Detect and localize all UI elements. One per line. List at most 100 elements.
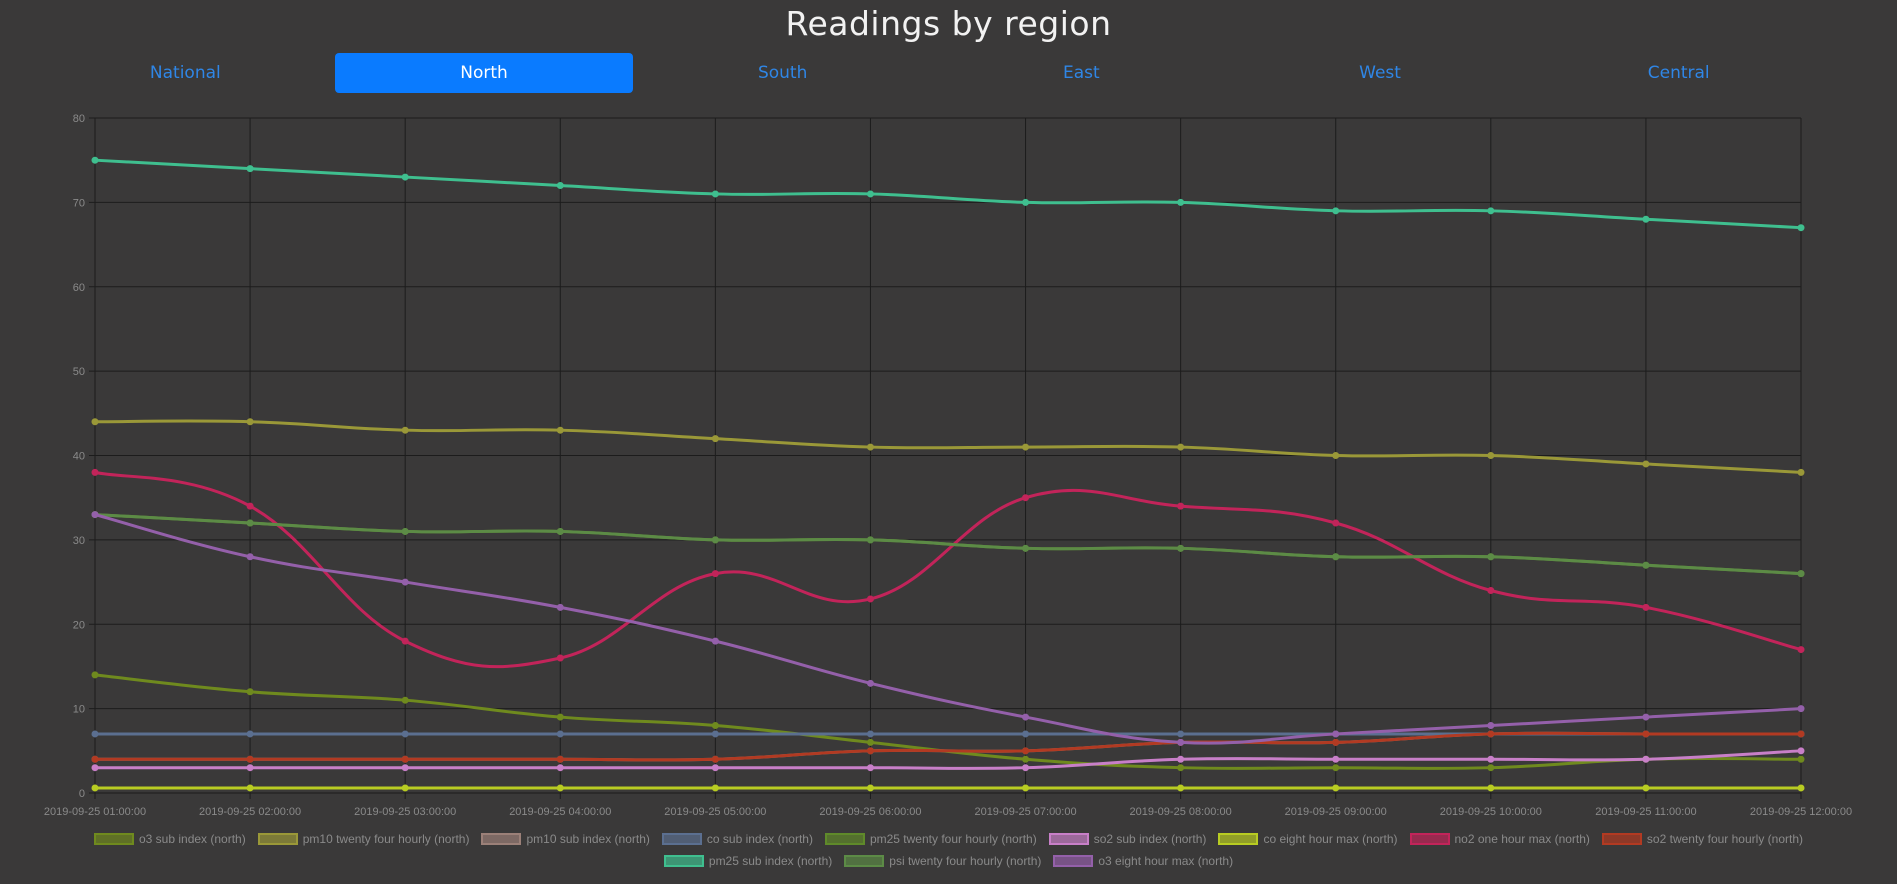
data-point[interactable] [1022,747,1030,755]
data-point[interactable] [246,502,254,510]
data-point[interactable] [91,468,99,476]
legend-item[interactable]: pm25 twenty four hourly (north) [824,830,1037,847]
data-point[interactable] [556,730,564,738]
data-point[interactable] [866,738,874,746]
data-point[interactable] [1177,738,1185,746]
data-point[interactable] [1487,553,1495,561]
data-point[interactable] [556,764,564,772]
data-point[interactable] [1022,730,1030,738]
data-point[interactable] [556,713,564,721]
data-point[interactable] [866,764,874,772]
data-point[interactable] [1797,730,1805,738]
data-point[interactable] [1642,561,1650,569]
data-point[interactable] [401,173,409,181]
tab-east[interactable]: East [1063,63,1100,83]
data-point[interactable] [1487,207,1495,215]
legend-item[interactable]: pm25 sub index (north) [663,852,832,869]
data-point[interactable] [1797,224,1805,232]
data-point[interactable] [246,553,254,561]
data-point[interactable] [1797,705,1805,713]
data-point[interactable] [556,426,564,434]
data-point[interactable] [246,519,254,527]
data-point[interactable] [1022,784,1030,792]
data-point[interactable] [866,730,874,738]
data-point[interactable] [556,784,564,792]
data-point[interactable] [866,595,874,603]
data-point[interactable] [1332,755,1340,763]
data-point[interactable] [1022,198,1030,206]
legend-item[interactable]: psi twenty four hourly (north) [844,852,1041,869]
tab-south[interactable]: South [757,63,808,83]
data-point[interactable] [1022,443,1030,451]
data-point[interactable] [1332,730,1340,738]
data-point[interactable] [246,784,254,792]
data-point[interactable] [711,637,719,645]
data-point[interactable] [1022,713,1030,721]
data-point[interactable] [1332,519,1340,527]
data-point[interactable] [246,755,254,763]
data-point[interactable] [866,747,874,755]
data-point[interactable] [1487,764,1495,772]
data-point[interactable] [246,165,254,173]
data-point[interactable] [91,764,99,772]
data-point[interactable] [401,637,409,645]
data-point[interactable] [1022,494,1030,502]
data-point[interactable] [1332,764,1340,772]
data-point[interactable] [401,755,409,763]
data-point[interactable] [1177,443,1185,451]
data-point[interactable] [1332,452,1340,459]
data-point[interactable] [401,784,409,792]
data-point[interactable] [401,696,409,704]
data-point[interactable] [1642,460,1650,468]
data-point[interactable] [711,755,719,763]
data-point[interactable] [91,671,99,679]
data-point[interactable] [401,764,409,772]
data-point[interactable] [401,426,409,434]
data-point[interactable] [1487,587,1495,594]
data-point[interactable] [246,764,254,772]
data-point[interactable] [1487,730,1495,738]
data-point[interactable] [91,156,99,164]
tab-north[interactable]: North [334,53,634,93]
data-point[interactable] [246,418,254,426]
legend-item[interactable]: pm10 sub index (north) [481,830,650,847]
data-point[interactable] [1177,198,1185,206]
data-point[interactable] [1177,730,1185,738]
data-point[interactable] [711,536,719,544]
data-point[interactable] [1797,784,1805,792]
data-point[interactable] [401,578,409,586]
data-point[interactable] [1332,738,1340,746]
data-point[interactable] [556,527,564,535]
data-point[interactable] [1797,646,1805,654]
tab-west[interactable]: West [1359,63,1401,83]
data-point[interactable] [91,730,99,738]
data-point[interactable] [1177,764,1185,772]
data-point[interactable] [91,784,99,792]
data-point[interactable] [866,784,874,792]
data-point[interactable] [1487,784,1495,792]
data-point[interactable] [401,527,409,535]
data-point[interactable] [711,190,719,198]
legend-item[interactable]: so2 sub index (north) [1048,830,1206,847]
data-point[interactable] [1797,468,1805,476]
data-point[interactable] [1642,730,1650,738]
data-point[interactable] [711,435,719,443]
data-point[interactable] [1022,544,1030,552]
data-point[interactable] [711,764,719,772]
data-point[interactable] [556,182,564,189]
data-point[interactable] [1797,747,1805,755]
legend-item[interactable]: no2 one hour max (north) [1409,830,1590,847]
data-point[interactable] [556,755,564,763]
tab-central[interactable]: Central [1647,63,1710,83]
data-point[interactable] [556,654,564,662]
data-point[interactable] [1177,755,1185,763]
legend-item[interactable]: so2 twenty four hourly (north) [1601,830,1803,847]
data-point[interactable] [1487,452,1495,459]
data-point[interactable] [1487,755,1495,763]
data-point[interactable] [1332,207,1340,215]
data-point[interactable] [1797,570,1805,578]
data-point[interactable] [1642,755,1650,763]
data-point[interactable] [711,722,719,729]
data-point[interactable] [1177,502,1185,510]
data-point[interactable] [1332,784,1340,792]
